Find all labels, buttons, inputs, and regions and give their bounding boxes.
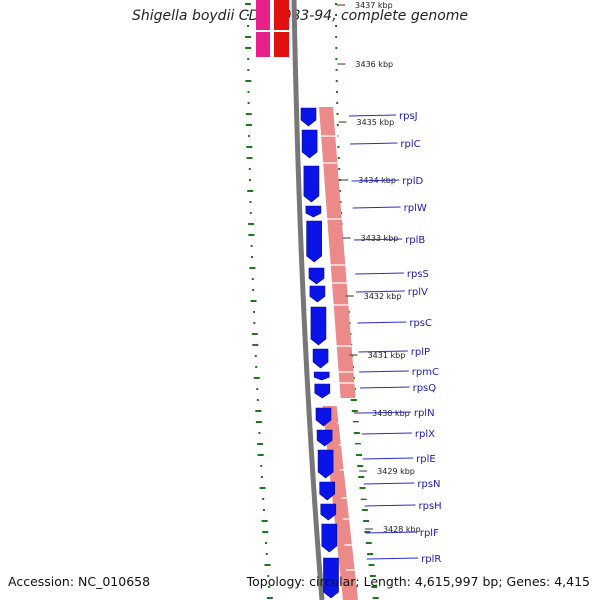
gene-label-line <box>359 370 409 373</box>
feature-block-red <box>274 0 289 57</box>
cds-arrow <box>315 407 332 427</box>
feature-block-pink <box>256 0 270 57</box>
cds-arrow <box>319 481 335 501</box>
gene-label-line <box>359 386 410 389</box>
gene-label-line <box>364 504 416 507</box>
genome-backbone <box>291 0 325 600</box>
gene-label: rplB <box>405 235 425 246</box>
gene-label-line <box>353 238 403 241</box>
gene-label-line <box>355 272 404 275</box>
gene-label-line <box>351 179 400 182</box>
gene-label: rpmC <box>412 367 439 378</box>
tick-label: 3432 kbp <box>364 292 402 301</box>
gene-label: rpsS <box>407 269 429 280</box>
gene-label: rpsC <box>409 318 432 329</box>
gc-skew-track <box>245 3 379 599</box>
cds-arrow <box>309 285 326 303</box>
gene-label: rplD <box>402 176 423 187</box>
top-features <box>256 0 289 57</box>
cds-arrow <box>320 503 337 521</box>
gene-label-line <box>361 432 412 435</box>
gene-label: rpsN <box>417 479 440 490</box>
cds-arrow <box>314 383 331 399</box>
tick-label: 3437 kbp <box>355 1 393 10</box>
gene-label: rplF <box>420 528 439 539</box>
cds-arrow <box>323 557 339 599</box>
gene-labels: rpsJ rplC rplD rplW rplB rpsS rplV rpsC rplP rpmC… <box>348 111 442 565</box>
rna-segment <box>319 107 356 398</box>
gene-label: rplE <box>416 454 436 465</box>
cds-arrow <box>312 348 329 369</box>
gene-label-line <box>357 321 407 324</box>
cds-arrow <box>310 306 327 346</box>
cds-track <box>300 107 339 599</box>
cds-arrow <box>301 129 318 159</box>
gene-label: rplC <box>400 139 420 150</box>
accession-text: Accession: NC_010658 <box>8 574 151 589</box>
gene-label-line <box>356 290 405 293</box>
gene-label: rplW <box>404 203 427 214</box>
gene-label: rplP <box>411 347 430 358</box>
tick-label: 3430 kbp <box>372 409 410 418</box>
tick-label: 3435 kbp <box>356 118 394 127</box>
tick-label: 3428 kbp <box>383 525 421 534</box>
cds-arrow <box>321 523 338 553</box>
gene-label-line <box>352 206 401 209</box>
gene-label-line <box>366 557 419 560</box>
feature-gap <box>256 30 270 32</box>
cds-arrow <box>317 449 334 479</box>
tick-label: 3431 kbp <box>368 351 406 360</box>
cds-arrow <box>306 220 322 263</box>
cds-arrow <box>316 429 333 447</box>
tick-label: 3436 kbp <box>355 60 393 69</box>
gene-label: rplR <box>421 554 441 565</box>
cds-arrow <box>300 107 317 127</box>
cds-arrow <box>308 267 325 285</box>
gene-label-line <box>358 350 408 353</box>
gene-label: rpsQ <box>413 383 437 394</box>
gene-label: rpsH <box>419 501 442 512</box>
gene-label: rplV <box>408 287 428 298</box>
gene-label: rpsJ <box>399 111 418 122</box>
feature-gap <box>274 30 289 32</box>
map-title: Shigella boydii CDC 3083-94, complete ge… <box>131 8 469 24</box>
gene-label-line <box>362 457 414 460</box>
tick-label: 3433 kbp <box>361 234 399 243</box>
cds-arrow <box>313 371 330 381</box>
genome-summary-text: Topology: circular; Length: 4,615,997 bp… <box>246 574 590 589</box>
cds-arrow <box>305 205 322 218</box>
gene-label-line <box>348 114 397 117</box>
tick-label: 3429 kbp <box>377 467 415 476</box>
gene-label-line <box>350 142 398 145</box>
gene-label: rplX <box>415 429 435 440</box>
cds-arrow <box>303 165 320 203</box>
gene-label-line <box>363 482 415 485</box>
gene-label-line <box>365 531 417 534</box>
gene-label-line <box>360 411 411 414</box>
gene-label: rplN <box>414 408 435 419</box>
